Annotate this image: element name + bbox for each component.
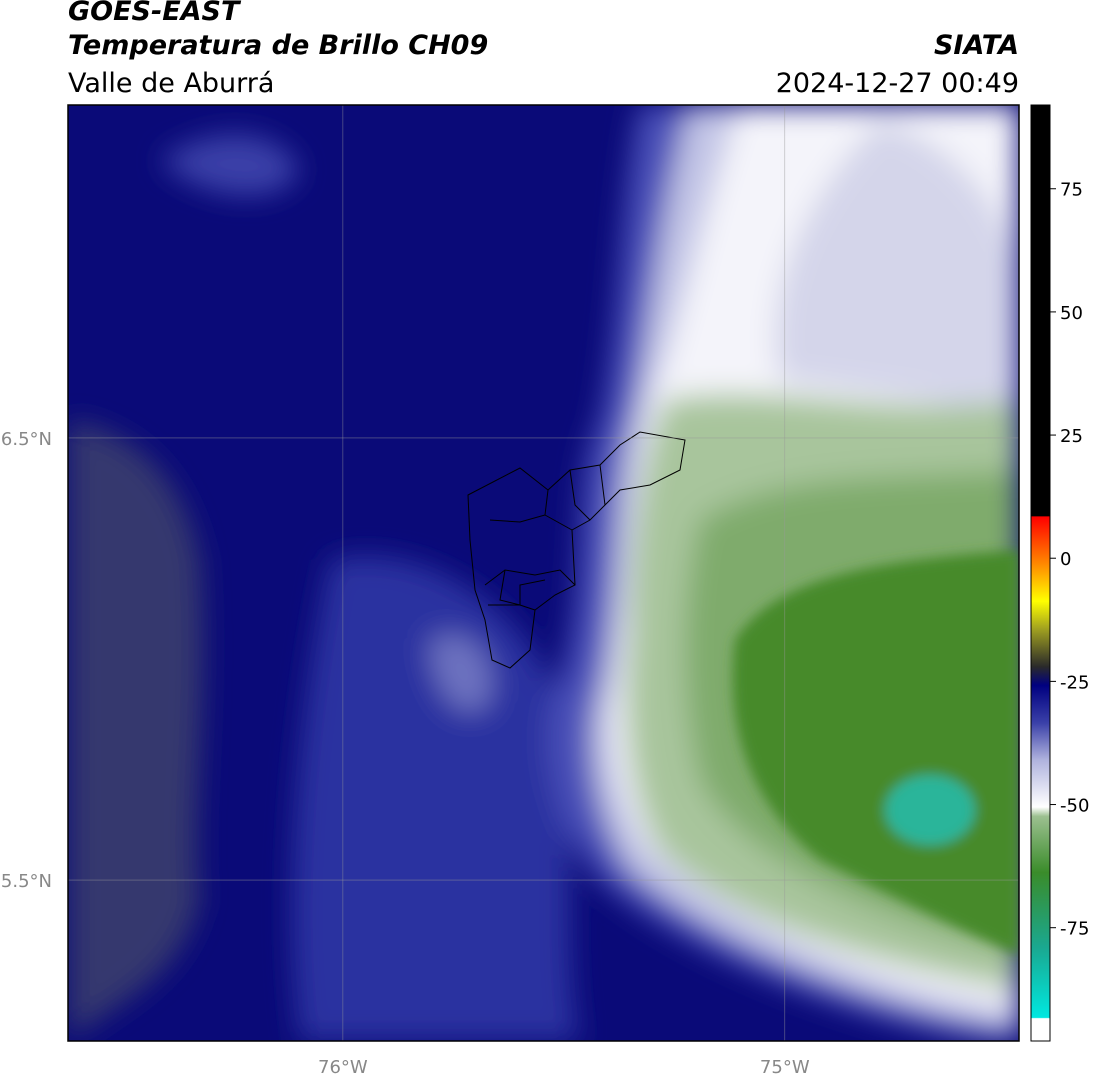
x-tick-label: 76°W (318, 1057, 368, 1078)
colorbar-tick-label: 50 (1060, 303, 1083, 324)
colorbar-tick-label: -25 (1060, 672, 1089, 693)
municipality-borders (467, 431, 686, 669)
colorbar-tick-label: 75 (1060, 180, 1083, 201)
region: Valle de Aburrá (68, 68, 274, 99)
title: GOES-EAST (68, 0, 242, 27)
satellite-image (68, 105, 1019, 1041)
source: SIATA (934, 30, 1019, 61)
y-tick-label: 5.5°N (1, 871, 52, 892)
y-tick-label: 6.5°N (1, 429, 52, 450)
subtitle: Temperatura de Brillo CH09 (68, 30, 488, 61)
colorbar (1030, 104, 1051, 1042)
x-tick-label: 75°W (760, 1057, 810, 1078)
colorbar-tick-label: 25 (1060, 426, 1083, 447)
map-frame (67, 104, 1020, 1042)
timestamp: 2024-12-27 00:49 (776, 68, 1019, 99)
colorbar-tick-label: 0 (1060, 549, 1071, 570)
colorbar-tick-label: -50 (1060, 796, 1089, 817)
colorbar-tick-label: -75 (1060, 919, 1089, 940)
